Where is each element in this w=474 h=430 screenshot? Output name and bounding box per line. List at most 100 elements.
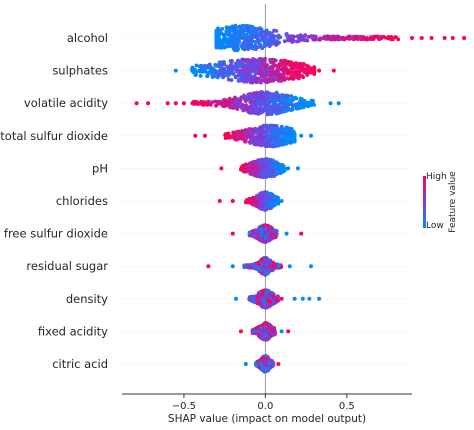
shap-point [263, 363, 268, 368]
shap-point [243, 139, 248, 144]
shap-point [297, 66, 301, 71]
shap-outlier-point [230, 199, 235, 203]
shap-point [246, 67, 251, 72]
shap-point [265, 112, 270, 117]
shap-point [234, 69, 239, 74]
shap-point [312, 66, 317, 70]
shap-point [253, 68, 257, 73]
shap-point [266, 326, 271, 331]
shap-point [288, 70, 293, 75]
shap-point [255, 90, 260, 95]
shap-point [214, 69, 219, 74]
shap-point [269, 71, 274, 76]
shap-outlier-point [286, 329, 291, 334]
shap-point [291, 97, 296, 102]
shap-point [252, 77, 256, 81]
shap-point [257, 98, 262, 103]
shap-point [274, 160, 279, 165]
shap-point [249, 233, 254, 238]
shap-point [258, 67, 262, 72]
shap-point [257, 334, 262, 338]
shap-point [246, 61, 251, 66]
shap-point [214, 103, 218, 108]
x-tick-label: 0.0 [257, 401, 273, 412]
shap-point [278, 135, 283, 140]
shap-point [258, 125, 263, 130]
shap-point [262, 131, 267, 136]
shap-point [231, 72, 236, 76]
shap-point [260, 109, 265, 114]
shap-point [233, 35, 238, 39]
shap-point [264, 366, 268, 371]
shap-outlier-point [146, 101, 151, 106]
shap-point [261, 289, 265, 293]
shap-point [214, 31, 219, 36]
shap-outlier-point [299, 231, 304, 236]
shap-point [268, 65, 273, 70]
shap-point [270, 75, 275, 79]
shap-point [325, 34, 330, 39]
shap-point [252, 142, 257, 146]
shap-point [241, 66, 246, 71]
shap-point [268, 135, 273, 140]
shap-point [223, 132, 228, 137]
shap-point [297, 101, 301, 106]
feature-label: pH [92, 161, 108, 175]
shap-point [251, 46, 256, 51]
shap-point [244, 169, 249, 174]
shap-point [257, 328, 262, 333]
shap-point [241, 31, 246, 36]
shap-point [256, 172, 260, 177]
shap-outlier-point [230, 264, 235, 269]
shap-point [289, 74, 294, 78]
shap-point [266, 223, 270, 228]
shap-point [237, 101, 242, 105]
shap-point [267, 192, 272, 197]
shap-outlier-point [419, 36, 424, 40]
shap-point [277, 141, 282, 146]
shap-point [251, 298, 256, 302]
shap-point [245, 165, 249, 169]
shap-point [220, 27, 225, 31]
shap-point [256, 229, 261, 233]
shap-point [312, 34, 317, 39]
shap-point [248, 199, 253, 204]
shap-point [222, 67, 226, 71]
shap-outlier-point [429, 36, 434, 40]
shap-point [236, 58, 240, 63]
shap-point [225, 74, 230, 78]
shap-point [234, 101, 239, 105]
shap-point [240, 43, 245, 48]
shap-point [351, 36, 356, 41]
shap-point [269, 39, 274, 43]
shap-point [253, 35, 258, 39]
shap-point [233, 47, 238, 52]
shap-point [258, 30, 263, 35]
shap-point [261, 36, 265, 40]
shap-point [254, 80, 259, 84]
x-tick-label: 0.5 [339, 401, 355, 412]
shap-point [261, 296, 266, 301]
shap-point [300, 65, 305, 70]
shap-point [255, 162, 260, 167]
shap-point [260, 304, 265, 309]
shap-point [223, 44, 227, 49]
shap-point [207, 62, 212, 67]
shap-point [253, 362, 258, 367]
shap-point [289, 140, 293, 145]
shap-point [285, 76, 290, 81]
shap-outlier-point [308, 264, 313, 269]
colorbar-gradient [423, 176, 426, 228]
shap-point [217, 72, 222, 77]
shap-point [255, 101, 259, 105]
shap-point [250, 110, 255, 115]
feature-label: fixed acidity [38, 324, 108, 338]
colorbar-high-label: High [426, 172, 447, 182]
shap-point [214, 38, 219, 43]
shap-point [202, 65, 207, 70]
shap-outlier-point [217, 199, 222, 203]
shap-point [258, 302, 262, 306]
shap-point [261, 272, 266, 276]
shap-point [260, 163, 264, 168]
feature-label: total sulfur dioxide [0, 129, 108, 143]
